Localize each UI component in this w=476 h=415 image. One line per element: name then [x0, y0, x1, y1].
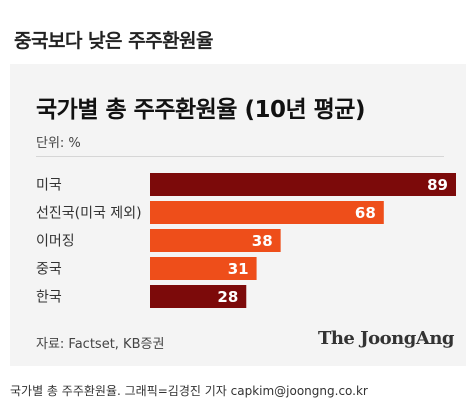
bar-value-label: 31 — [228, 260, 249, 278]
bar — [150, 229, 281, 252]
category-label: 미국 — [36, 178, 62, 194]
bar-value-label: 28 — [217, 288, 238, 306]
category-label: 한국 — [36, 290, 62, 306]
source-label: 자료: Factset, KB증권 — [36, 337, 165, 352]
bar — [150, 201, 384, 224]
bar-value-label: 68 — [355, 204, 376, 222]
bar-value-label: 38 — [252, 232, 273, 250]
bar-value-label: 89 — [427, 176, 448, 194]
unit-label: 단위: % — [36, 136, 81, 151]
chart-card: 국가별 총 주주환원율 (10년 평균) 단위: % 미국 89 선진국(미국 제외… — [10, 64, 466, 366]
category-label: 중국 — [36, 262, 62, 278]
category-label: 이머징 — [36, 234, 75, 250]
caption: 국가별 총 주주환원율. 그래픽=김경진 기자 capkim@joongng.c… — [10, 384, 368, 398]
bar — [150, 285, 247, 308]
bar — [150, 257, 257, 280]
chart-title: 국가별 총 주주환원율 (10년 평균) — [36, 97, 365, 123]
bar — [150, 173, 456, 196]
bar-chart: 미국 89 선진국(미국 제외) 68 이머징 38 중국 31 한국 28 — [36, 173, 456, 308]
top-headline: 중국보다 낮은 주주환원율 — [14, 30, 214, 52]
category-label: 선진국(미국 제외) — [36, 206, 142, 222]
divider — [36, 156, 444, 157]
brand-logo: The JoongAng — [317, 328, 455, 349]
